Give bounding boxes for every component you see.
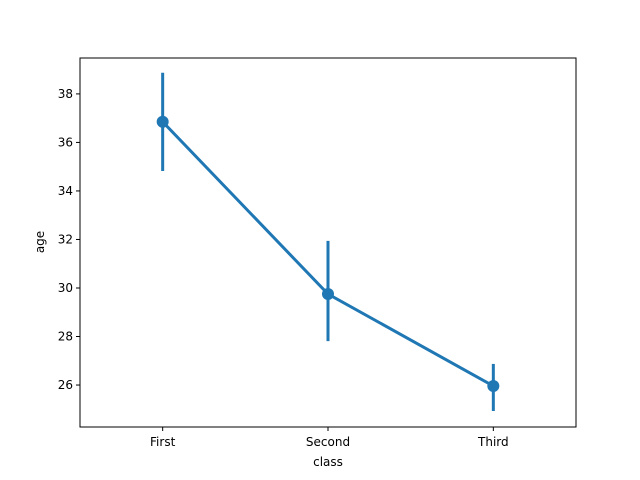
x-axis-label: class	[313, 455, 343, 469]
x-tick-label: First	[150, 435, 176, 449]
y-tick-label: 34	[58, 184, 73, 198]
x-tick-label: Third	[477, 435, 509, 449]
y-tick-label: 32	[58, 232, 73, 246]
y-tick-label: 28	[58, 330, 73, 344]
y-tick-label: 30	[58, 281, 73, 295]
point	[322, 288, 334, 301]
point	[156, 115, 169, 128]
point	[487, 380, 500, 392]
y-tick-label: 36	[58, 135, 73, 149]
y-tick-label: 26	[58, 378, 73, 392]
y-tick-label: 38	[58, 87, 73, 101]
y-axis-label: age	[33, 231, 47, 253]
x-tick-label: Second	[306, 435, 350, 449]
